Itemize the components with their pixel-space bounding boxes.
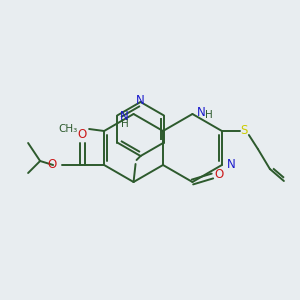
Text: O: O	[48, 158, 57, 170]
Text: H: H	[121, 119, 129, 129]
Text: O: O	[77, 128, 87, 142]
Text: H: H	[206, 110, 213, 120]
Text: N: N	[136, 94, 145, 107]
Text: N: N	[226, 158, 235, 172]
Text: O: O	[215, 169, 224, 182]
Text: N: N	[120, 110, 129, 122]
Text: S: S	[240, 124, 247, 137]
Text: N: N	[196, 106, 205, 118]
Text: CH₃: CH₃	[59, 124, 78, 134]
